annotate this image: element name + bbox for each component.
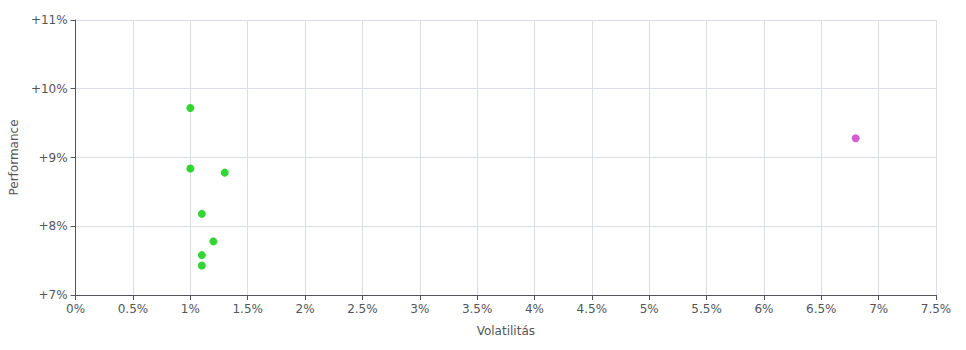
svg-text:4.5%: 4.5% (577, 302, 608, 316)
svg-text:1.5%: 1.5% (232, 302, 263, 316)
svg-text:7%: 7% (869, 302, 888, 316)
svg-text:4%: 4% (525, 302, 544, 316)
svg-text:0.5%: 0.5% (118, 302, 149, 316)
svg-text:+9%: +9% (39, 151, 68, 165)
svg-text:+10%: +10% (31, 82, 68, 96)
svg-text:2.5%: 2.5% (347, 302, 378, 316)
svg-text:3.5%: 3.5% (462, 302, 493, 316)
svg-text:+8%: +8% (39, 219, 68, 233)
svg-text:3%: 3% (410, 302, 429, 316)
svg-text:Performance: Performance (7, 119, 21, 195)
svg-text:5%: 5% (640, 302, 659, 316)
svg-text:5.5%: 5.5% (691, 302, 722, 316)
svg-text:1%: 1% (181, 302, 200, 316)
svg-text:+11%: +11% (31, 13, 68, 27)
svg-text:2%: 2% (296, 302, 315, 316)
svg-text:6.5%: 6.5% (806, 302, 837, 316)
svg-text:7.5%: 7.5% (921, 302, 952, 316)
svg-text:Volatilitás: Volatilitás (477, 324, 535, 338)
svg-text:0%: 0% (66, 302, 85, 316)
svg-text:6%: 6% (754, 302, 773, 316)
svg-text:+7%: +7% (39, 288, 68, 302)
